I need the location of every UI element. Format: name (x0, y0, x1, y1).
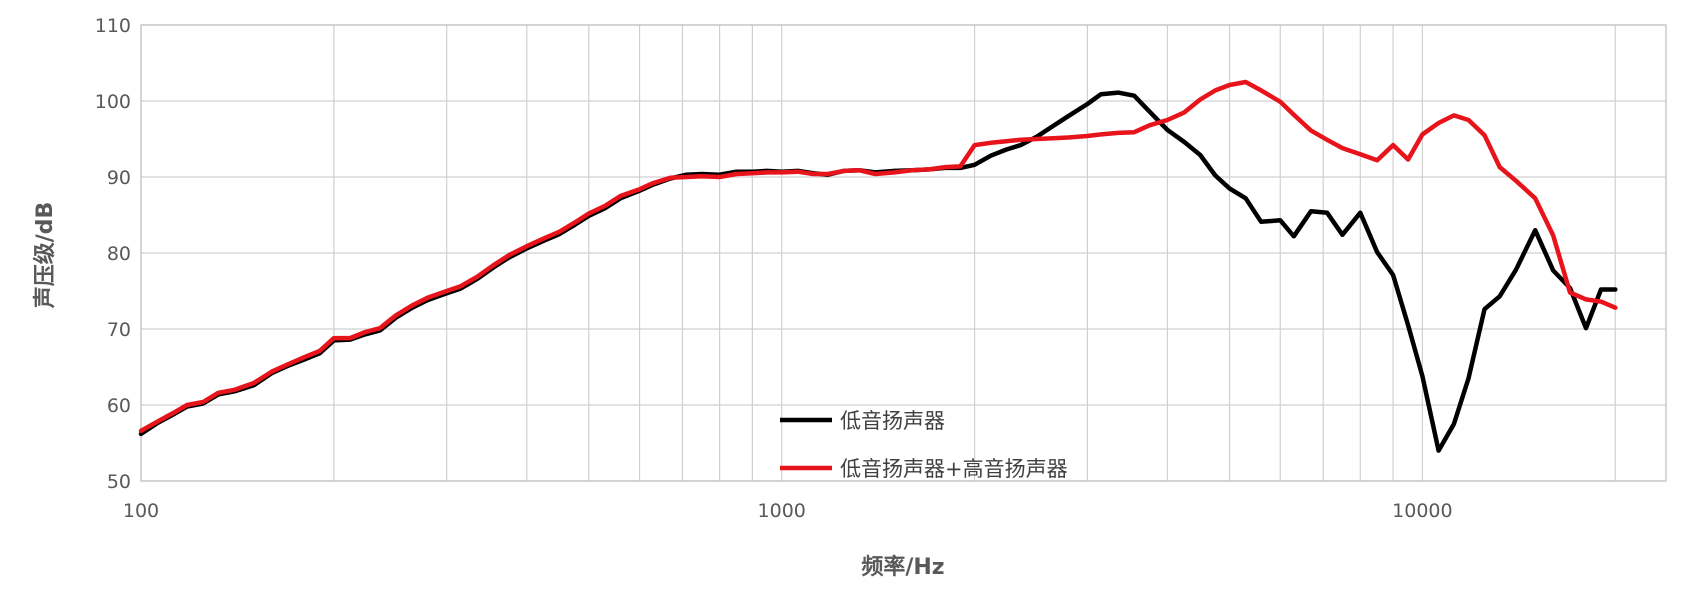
x-tick-label: 1000 (758, 500, 806, 522)
x-axis-title: 频率/Hz (861, 554, 944, 580)
legend-label-2: 低音扬声器+高音扬声器 (840, 457, 1068, 481)
plot-area-frame (140, 24, 1667, 482)
y-tick-label: 90 (107, 167, 131, 189)
y-tick-label: 80 (107, 243, 131, 265)
y-tick-label: 50 (107, 471, 131, 493)
gridlines (140, 24, 1666, 482)
x-tick-label: 10000 (1392, 500, 1452, 522)
y-tick-label: 60 (107, 395, 131, 417)
y-tick-label: 100 (95, 91, 131, 113)
legend-label-1: 低音扬声器 (840, 409, 945, 433)
series-line-2 (138, 79, 1618, 434)
x-tick-label: 100 (123, 500, 159, 522)
y-tick-label: 70 (107, 319, 131, 341)
y-axis-ticks: 50 60 70 80 90 100 110 (95, 15, 131, 493)
series-layer (138, 79, 1618, 453)
y-axis-title: 声压级/dB (32, 202, 58, 310)
x-axis-ticks: 100 1000 10000 (123, 500, 1453, 522)
y-tick-label: 110 (95, 15, 131, 37)
